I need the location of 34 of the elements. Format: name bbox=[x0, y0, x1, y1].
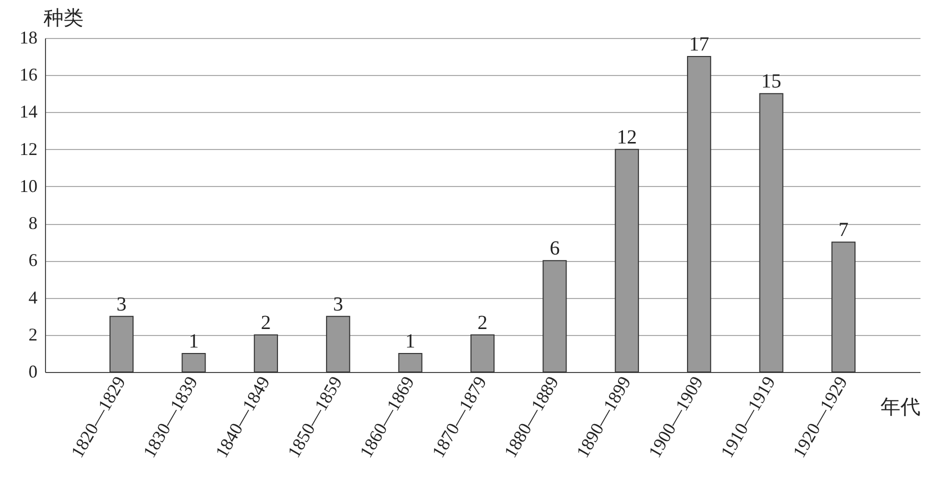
data-label: 15 bbox=[761, 70, 782, 93]
data-label: 1 bbox=[188, 330, 199, 352]
data-label: 7 bbox=[838, 219, 848, 242]
bar bbox=[182, 352, 206, 372]
y-tick-label: 14 bbox=[20, 102, 38, 122]
y-tick-label: 0 bbox=[28, 362, 38, 382]
bar bbox=[398, 352, 422, 372]
data-label: 1 bbox=[405, 330, 416, 352]
bar bbox=[614, 148, 639, 372]
bar bbox=[470, 334, 495, 372]
y-tick-label: 18 bbox=[20, 28, 38, 48]
y-tick-label: 4 bbox=[28, 287, 38, 308]
bar bbox=[109, 316, 134, 372]
bar bbox=[326, 316, 350, 372]
data-label: 6 bbox=[550, 238, 560, 260]
y-tick-label: 6 bbox=[28, 250, 38, 270]
bar bbox=[831, 242, 856, 372]
y-tick-label: 2 bbox=[28, 324, 38, 344]
bar bbox=[254, 334, 278, 372]
data-label: 3 bbox=[333, 293, 344, 316]
y-axis-title: 种类 bbox=[44, 8, 84, 30]
y-tick-label: 10 bbox=[20, 176, 38, 196]
bar bbox=[542, 260, 567, 372]
y-tick-label: 16 bbox=[20, 64, 38, 85]
data-label: 12 bbox=[616, 126, 637, 148]
data-label: 17 bbox=[689, 34, 710, 56]
bar bbox=[687, 56, 712, 372]
data-label: 2 bbox=[478, 312, 488, 334]
y-tick-label: 12 bbox=[20, 138, 38, 159]
data-label: 3 bbox=[116, 293, 127, 316]
bar bbox=[759, 93, 784, 372]
x-axis-title: 年代 bbox=[880, 396, 920, 418]
data-label: 2 bbox=[260, 312, 271, 334]
y-tick-label: 8 bbox=[28, 213, 38, 234]
